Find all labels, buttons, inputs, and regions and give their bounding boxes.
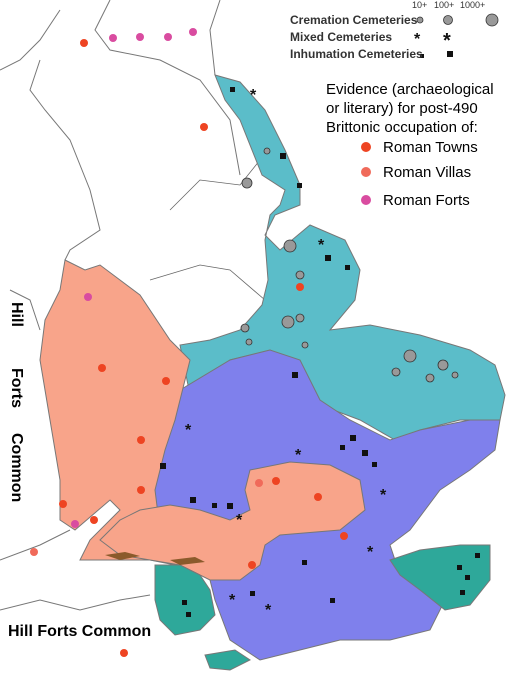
legend-label: Inhumation Cemeteries xyxy=(290,47,423,61)
cremation-cemeteries xyxy=(240,13,499,383)
size-label: 1000+ xyxy=(460,0,485,10)
svg-text:*: * xyxy=(380,487,387,504)
legend-label: Mixed Cemeteries xyxy=(290,30,392,44)
legend-label: Roman Towns xyxy=(383,139,478,156)
svg-text:*: * xyxy=(318,237,325,254)
region-label: Common xyxy=(8,433,25,502)
svg-text:*: * xyxy=(236,512,243,529)
legend-heading: or literary) for post-490 xyxy=(326,100,478,117)
legend: 10+ 100+ 1000+ Cremation Cemeteries Mixe… xyxy=(290,0,494,209)
isle-of-wight xyxy=(204,649,251,671)
size-label: 10+ xyxy=(412,0,427,10)
svg-text:*: * xyxy=(185,422,192,439)
inhumation-cemeteries xyxy=(160,51,480,617)
svg-text:*: * xyxy=(229,592,236,609)
svg-text:*: * xyxy=(265,602,272,619)
svg-text:*: * xyxy=(443,30,451,52)
svg-text:*: * xyxy=(414,31,421,48)
teal-region-east xyxy=(179,74,506,441)
wansdyke xyxy=(105,552,205,565)
legend-label: Roman Forts xyxy=(383,192,470,209)
region-label: Hill xyxy=(8,302,25,327)
salmon-region-west xyxy=(39,259,191,566)
region-label: Forts xyxy=(8,368,25,408)
legend-label: Roman Villas xyxy=(383,164,471,181)
region-label: Hill Forts Common xyxy=(8,623,151,640)
svg-text:*: * xyxy=(367,544,374,561)
roman-villas xyxy=(30,167,371,556)
legend-label: Cremation Cemeteries xyxy=(290,13,418,27)
svg-text:*: * xyxy=(295,447,302,464)
svg-text:*: * xyxy=(250,87,257,104)
roman-forts xyxy=(71,28,371,528)
legend-heading: Brittonic occupation of: xyxy=(326,119,478,136)
coastline xyxy=(0,0,241,611)
mixed-cemeteries: * * * * * * * * * * * xyxy=(185,30,451,619)
legend-heading: Evidence (archaeological xyxy=(326,81,494,98)
size-label: 100+ xyxy=(434,0,454,10)
